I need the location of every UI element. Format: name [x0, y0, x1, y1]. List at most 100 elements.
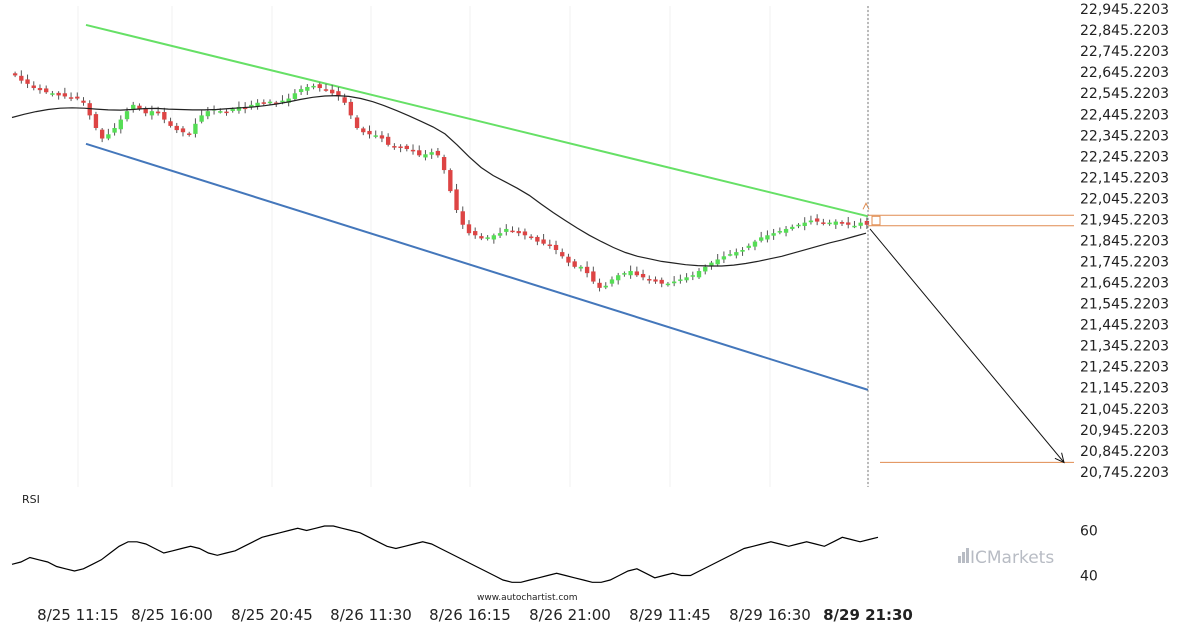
candle-body — [746, 245, 751, 248]
bar-chart-icon — [958, 548, 969, 563]
candle-body — [230, 109, 235, 111]
price-tick-label: 22,145.2203 — [1080, 170, 1169, 186]
brand-name: ICMarkets — [970, 548, 1054, 568]
candle-body — [336, 91, 341, 97]
candle-body — [802, 222, 807, 227]
candle-body — [547, 244, 552, 247]
candle-body — [460, 211, 465, 225]
candle-body — [759, 237, 764, 241]
candle-body — [274, 102, 279, 105]
candle-body — [752, 241, 758, 247]
candle-body — [783, 228, 789, 233]
candle-body — [168, 121, 173, 126]
price-tick-label: 21,745.2203 — [1080, 255, 1169, 271]
price-tick-label: 21,645.2203 — [1080, 276, 1169, 292]
candle-body — [37, 88, 43, 91]
candle-body — [106, 134, 111, 139]
candle-body — [560, 252, 565, 257]
candle-body — [311, 85, 316, 88]
candle-body — [591, 271, 596, 282]
price-tick-label: 22,545.2203 — [1080, 86, 1169, 102]
candle-body — [218, 111, 223, 113]
rsi-background — [12, 487, 1078, 605]
candle-body — [790, 226, 795, 229]
candle-body — [99, 129, 105, 139]
candle-body — [261, 102, 266, 104]
rsi-tick-label: 40 — [1080, 569, 1098, 585]
candle-body — [361, 128, 366, 133]
candle-body — [199, 115, 204, 122]
price-tick-label: 20,845.2203 — [1080, 444, 1169, 460]
candle-body — [423, 154, 428, 158]
candle-body — [249, 104, 254, 108]
price-tick-label: 22,945.2203 — [1080, 2, 1169, 18]
candle-body — [504, 228, 509, 232]
candle-body — [491, 235, 497, 240]
candle-body — [466, 224, 472, 234]
candle-body — [149, 111, 155, 116]
time-tick-label: 8/26 21:00 — [529, 606, 611, 624]
candle-body — [342, 97, 347, 103]
candle-body — [62, 93, 68, 97]
candle-body — [87, 103, 92, 116]
candle-body — [473, 231, 478, 236]
candle-body — [852, 225, 857, 228]
candle-body — [398, 146, 403, 149]
candle-body — [174, 125, 179, 131]
time-tick-label: 8/25 20:45 — [231, 606, 313, 624]
candle-body — [814, 218, 820, 222]
time-axis: 8/25 11:15 8/25 16:00 8/25 20:45 8/26 11:30… — [37, 606, 913, 624]
time-tick-label: 8/25 16:00 — [131, 606, 213, 624]
time-tick-label: 8/26 11:30 — [330, 606, 412, 624]
candle-body — [187, 133, 192, 135]
candle-body — [827, 222, 832, 225]
candle-body — [678, 279, 683, 281]
time-tick-label: 8/29 16:30 — [729, 606, 811, 624]
price-tick-label: 21,045.2203 — [1080, 402, 1169, 418]
candle-body — [379, 135, 385, 139]
candle-body — [137, 105, 142, 110]
candle-body — [44, 88, 49, 93]
candle-body — [671, 281, 677, 284]
price-tick-label: 21,845.2203 — [1080, 233, 1169, 249]
candle-body — [497, 233, 503, 236]
candle-body — [454, 189, 459, 211]
price-tick-label: 21,445.2203 — [1080, 318, 1169, 334]
price-tick-label: 21,545.2203 — [1080, 297, 1169, 313]
candle-body — [833, 221, 838, 225]
candle-body — [485, 237, 490, 239]
candle-body — [373, 135, 378, 137]
candle-body — [56, 92, 61, 96]
candle-body — [479, 236, 484, 239]
candle-body — [734, 252, 739, 256]
candle-body — [93, 114, 99, 128]
candle-body — [796, 224, 801, 227]
rsi-tick-labels: 60 40 — [1080, 524, 1098, 585]
candle-body — [131, 104, 136, 110]
candle-body — [124, 111, 130, 120]
candle-body — [609, 279, 615, 284]
candle-body — [280, 100, 285, 103]
candle-body — [286, 98, 291, 103]
candle-body — [684, 277, 689, 281]
price-levels — [862, 202, 1074, 463]
candle-body — [659, 279, 664, 284]
candle-body — [535, 236, 540, 242]
time-tick-label: 8/29 11:45 — [629, 606, 711, 624]
time-tick-label: 8/29 21:30 — [823, 606, 913, 624]
candle-body — [578, 266, 584, 269]
candle-body — [31, 85, 36, 89]
candle-body — [180, 128, 186, 133]
candle-body — [653, 279, 658, 282]
candle-body — [721, 256, 727, 260]
candle-body — [68, 97, 74, 99]
candle-body — [864, 220, 870, 225]
candle-body — [298, 89, 304, 93]
moving-average-line — [11, 94, 867, 267]
candle-body — [50, 93, 55, 95]
candle-body — [572, 261, 577, 267]
candle-body — [12, 73, 18, 76]
candlestick-series — [12, 70, 870, 292]
candle-body — [410, 149, 416, 152]
